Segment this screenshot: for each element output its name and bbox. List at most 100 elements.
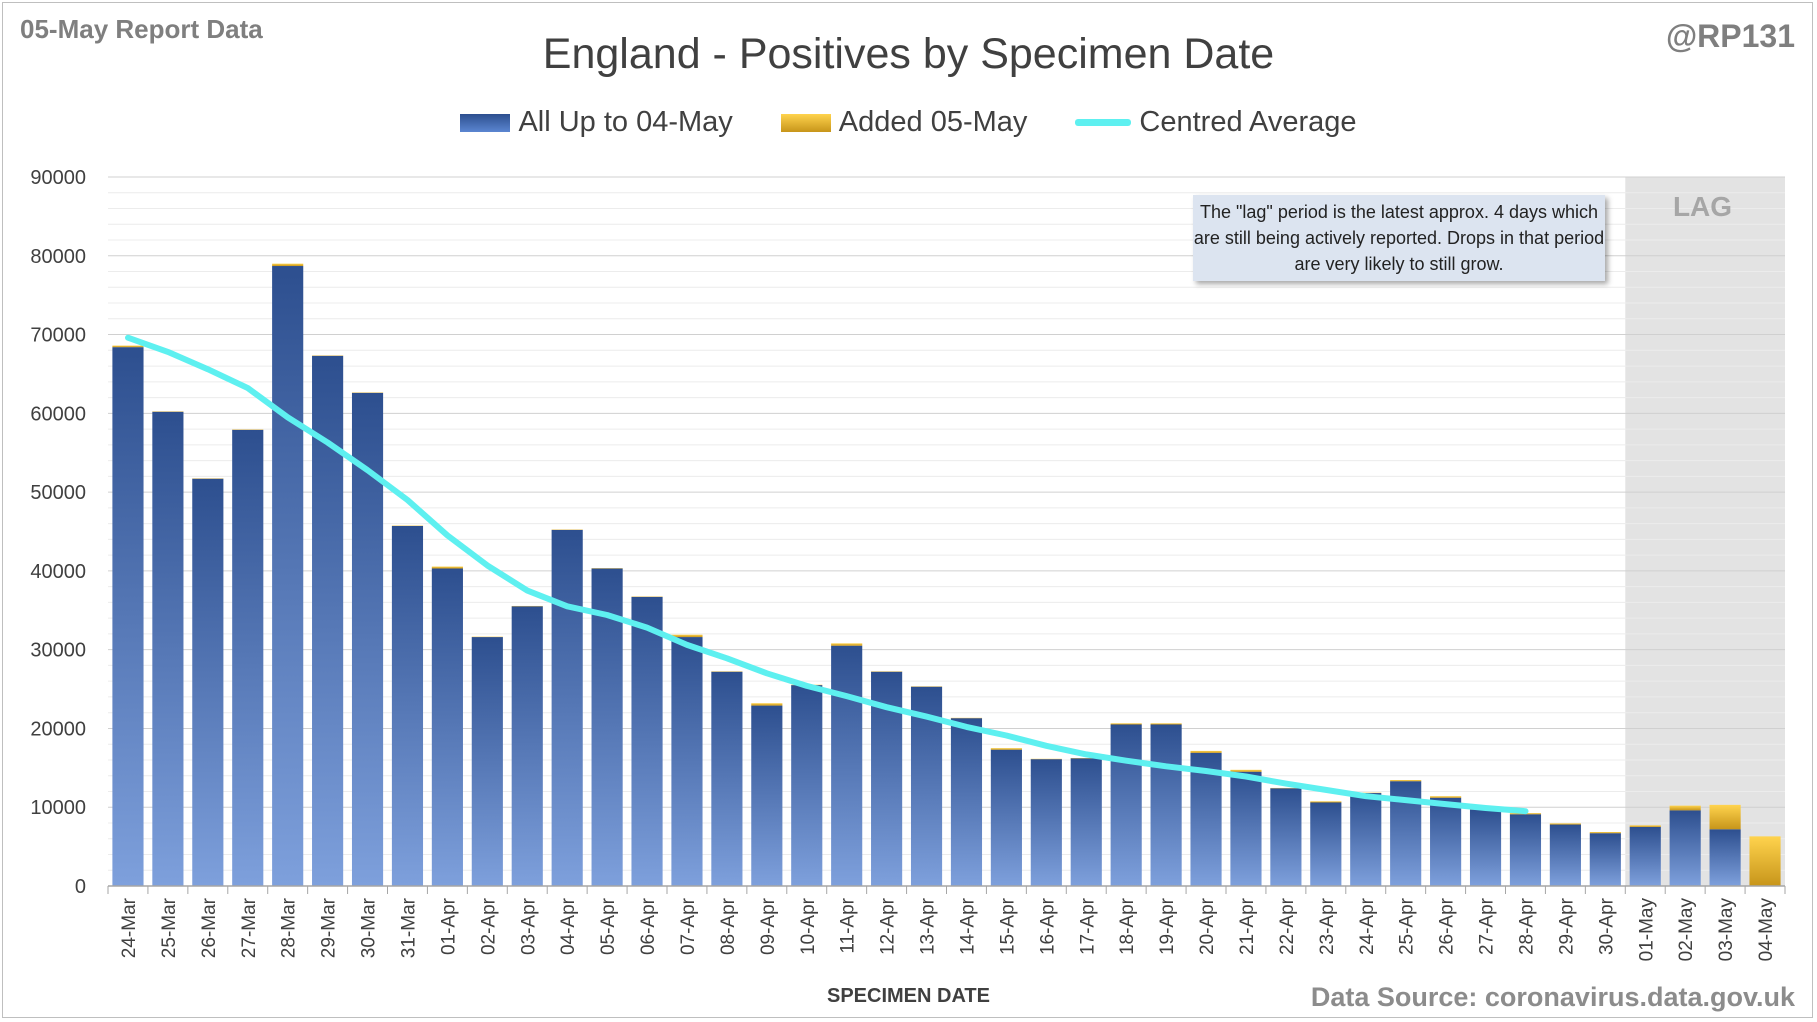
x-tick-label: 26-Mar: [199, 897, 220, 958]
legend-swatch-base: [460, 113, 511, 132]
x-tick-label: 13-Apr: [918, 897, 939, 955]
legend-item-base: All Up to 04-May: [460, 106, 733, 139]
y-tick-label: 40000: [30, 561, 86, 583]
x-tick-label: 29-Mar: [319, 897, 340, 958]
bar-base-29-Apr: [1549, 824, 1581, 886]
bar-added-24-Mar: [112, 345, 144, 348]
x-tick-label: 16-Apr: [1037, 897, 1058, 955]
bar-base-22-Apr: [1270, 788, 1302, 886]
x-tick-label: 03-May: [1716, 898, 1737, 962]
x-tick-label: 18-Apr: [1117, 897, 1138, 955]
legend-swatch-average: [1075, 119, 1132, 126]
bar-added-07-Apr: [671, 634, 703, 638]
x-tick-label: 28-Apr: [1516, 897, 1537, 955]
x-tick-label: 30-Mar: [359, 897, 380, 958]
bar-base-16-Apr: [1030, 759, 1062, 886]
x-tick-label: 07-Apr: [678, 897, 699, 955]
data-source: Data Source: coronavirus.data.gov.uk: [1310, 982, 1795, 1012]
bar-base-14-Apr: [950, 718, 983, 886]
x-tick-label: 11-Apr: [838, 897, 859, 953]
x-tick-label: 01-May: [1636, 898, 1657, 962]
x-tick-label: 21-Apr: [1237, 897, 1258, 955]
legend-swatch-added: [780, 113, 831, 132]
bar-base-30-Apr: [1589, 833, 1621, 886]
x-tick-label: 27-Apr: [1477, 897, 1498, 955]
x-tick-label: 06-Apr: [638, 897, 659, 955]
bar-added-23-Apr: [1310, 801, 1342, 803]
x-tick-label: 28-Mar: [279, 897, 300, 958]
y-tick-label: 90000: [30, 167, 86, 189]
bar-base-24-Mar: [112, 347, 144, 886]
x-tick-label: 24-Apr: [1357, 897, 1378, 955]
bar-base-03-Apr: [511, 606, 543, 886]
y-tick-label: 10000: [30, 797, 86, 819]
bar-added-30-Apr: [1589, 832, 1621, 834]
lag-annotation: The "lag" period is the latest approx. 4…: [1193, 195, 1605, 281]
author-handle: @RP131: [1665, 18, 1795, 54]
bar-base-27-Mar: [232, 429, 264, 886]
x-tick-label: 04-May: [1756, 898, 1777, 962]
bar-base-26-Apr: [1430, 797, 1462, 886]
x-tick-label: 14-Apr: [957, 897, 978, 955]
legend-label-added: Added 05-May: [838, 106, 1028, 138]
x-tick-label: 17-Apr: [1077, 897, 1098, 955]
bar-base-31-Mar: [391, 525, 424, 886]
x-tick-label: 09-Apr: [758, 897, 779, 955]
bar-added-25-Apr: [1390, 780, 1422, 782]
bar-base-03-May: [1709, 829, 1741, 886]
x-tick-label: 29-Apr: [1556, 897, 1577, 955]
x-tick-label: 23-Apr: [1317, 897, 1338, 955]
x-tick-label: 20-Apr: [1197, 897, 1218, 955]
centred-average-line: [125, 334, 1529, 815]
lag-region-label: LAG: [1672, 191, 1733, 222]
bar-base-11-Apr: [831, 645, 863, 886]
x-tick-label: 22-Apr: [1277, 897, 1298, 955]
legend-item-average: Centred Average: [1075, 106, 1357, 139]
x-tick-label: 02-May: [1676, 898, 1697, 962]
x-tick-label: 15-Apr: [997, 897, 1018, 955]
x-tick-label: 10-Apr: [798, 897, 819, 955]
bar-base-19-Apr: [1150, 724, 1182, 886]
x-axis-title: SPECIMEN DATE: [827, 985, 990, 1007]
x-tick-label: 01-Apr: [438, 897, 459, 955]
bar-added-01-Apr: [431, 566, 463, 569]
chart-title: England - Positives by Specimen Date: [542, 30, 1275, 78]
bar-added-18-Apr: [1110, 723, 1142, 725]
bar-base-15-Apr: [990, 749, 1022, 886]
x-tick-label: 04-Apr: [558, 897, 579, 955]
bar-added-29-Apr: [1549, 823, 1581, 825]
x-tick-label: 24-Mar: [119, 897, 140, 958]
bar-added-26-Apr: [1430, 796, 1462, 798]
bar-base-17-Apr: [1070, 758, 1102, 886]
bar-base-21-Apr: [1230, 771, 1262, 886]
x-tick-label: 25-Apr: [1397, 897, 1418, 955]
x-tick-label: 19-Apr: [1157, 897, 1178, 955]
bar-base-25-Mar: [152, 411, 184, 886]
bar-base-01-Apr: [431, 568, 463, 886]
bar-base-02-Apr: [471, 637, 503, 886]
bar-added-21-Apr: [1230, 769, 1262, 772]
bar-base-10-Apr: [791, 685, 823, 886]
bar-base-05-Apr: [591, 568, 623, 886]
bar-base-09-Apr: [751, 705, 783, 886]
y-tick-label: 80000: [30, 246, 86, 268]
x-tick-label: 08-Apr: [718, 897, 739, 955]
bar-added-11-Apr: [831, 643, 863, 646]
lag-region-shade: [1625, 177, 1785, 886]
y-tick-label: 60000: [30, 403, 86, 425]
x-tick-label: 31-Mar: [398, 897, 419, 958]
y-tick-label: 0: [75, 876, 86, 898]
bar-base-08-Apr: [711, 671, 743, 886]
legend-label-average: Centred Average: [1139, 106, 1357, 138]
bar-base-24-Apr: [1350, 793, 1382, 886]
bar-base-26-Mar: [192, 478, 224, 886]
bar-base-18-Apr: [1110, 724, 1142, 886]
y-tick-label: 70000: [30, 325, 86, 347]
bar-added-20-Apr: [1190, 750, 1222, 753]
bar-added-04-May: [1749, 836, 1781, 886]
bar-added-15-Apr: [990, 748, 1022, 750]
bar-base-28-Apr: [1509, 814, 1542, 886]
bar-added-03-May: [1709, 804, 1741, 830]
bar-added-19-Apr: [1150, 723, 1182, 725]
